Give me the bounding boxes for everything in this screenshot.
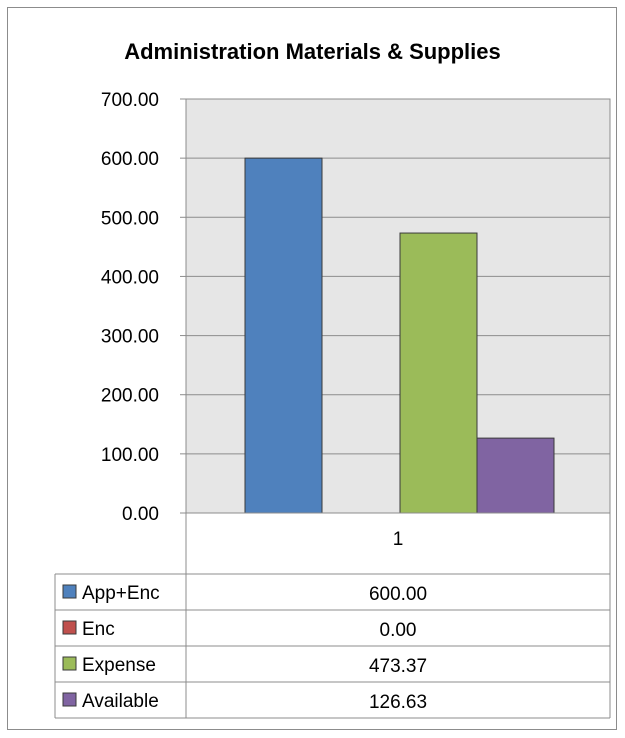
y-tick-label: 700.00: [101, 90, 159, 111]
y-tick-label: 400.00: [101, 267, 159, 288]
legend-key-expense: [62, 656, 77, 671]
table-value: 600.00: [369, 584, 427, 605]
chart-title: Administration Materials & Supplies: [124, 39, 501, 64]
legend-label: App+Enc: [82, 583, 160, 604]
y-tick-label: 0.00: [122, 504, 159, 525]
y-tick-label: 600.00: [101, 149, 159, 170]
legend-key-enc: [62, 620, 77, 635]
bar-available: [476, 437, 555, 514]
legend-label: Available: [82, 691, 159, 712]
category-label: 1: [393, 529, 404, 550]
bar-app-enc: [244, 157, 323, 514]
legend-label: Enc: [82, 619, 115, 640]
table-value: 473.37: [369, 656, 427, 677]
bar-expense: [399, 232, 478, 514]
table-value: 126.63: [369, 692, 427, 713]
legend-label: Expense: [82, 655, 156, 676]
legend-key-app-enc: [62, 584, 77, 599]
y-tick-label: 100.00: [101, 445, 159, 466]
y-tick-label: 200.00: [101, 386, 159, 407]
y-tick-label: 300.00: [101, 327, 159, 348]
table-value: 0.00: [380, 620, 417, 641]
y-tick-label: 500.00: [101, 208, 159, 229]
legend-key-available: [62, 692, 77, 707]
